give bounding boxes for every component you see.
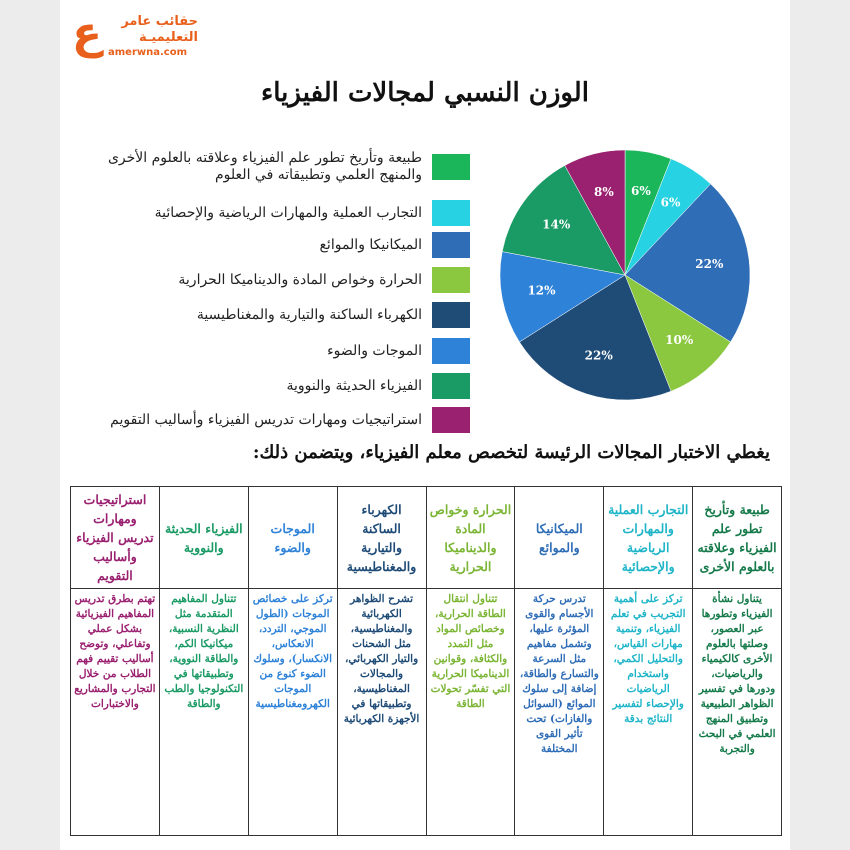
legend-item: الموجات والضوء <box>70 336 470 366</box>
logo-site: amerwna.com <box>108 47 188 58</box>
legend-label: طبيعة وتأريخ تطور علم الفيزياء وعلاقته ب… <box>107 150 422 183</box>
body-cell: تركز على أهمية التجريب في تعلم الفيزياء،… <box>603 588 694 836</box>
pie-slice <box>519 274 672 401</box>
legend-swatch <box>432 232 470 258</box>
legend-label: الموجات والضوء <box>327 342 422 359</box>
table-heading: يغطي الاختبار المجالات الرئيسة لتخصص معل… <box>252 442 770 463</box>
data-label: 10% <box>665 333 694 347</box>
body-cell: يتناول نشأة الفيزياء وتطورها عبر العصور،… <box>692 588 782 836</box>
header-cell: الميكانيكا والموائع <box>514 486 605 589</box>
pie-slice <box>499 251 626 343</box>
legend-label: الميكانيكا والموائع <box>319 236 422 253</box>
data-label: 22% <box>585 348 614 362</box>
legend-item: الميكانيكا والموائع <box>70 230 470 260</box>
header-cell: التجارب العملية والمهارات الرياضية والإح… <box>603 486 694 589</box>
legend-label: استراتيجيات ومهارات تدريس الفيزياء وأسال… <box>110 411 422 428</box>
header-cell: الكهرباء الساكنة والتيارية والمغناطيسية <box>336 486 427 589</box>
body-cell: تشرح الظواهر الكهربائية والمغناطيسية، مث… <box>336 588 427 836</box>
data-label: 6% <box>661 196 681 210</box>
legend-label: التجارب العملية والمهارات الرياضية والإح… <box>154 204 422 221</box>
legend-item: الحرارة وخواص المادة والديناميكا الحراري… <box>70 265 470 295</box>
data-label: 8% <box>594 185 614 199</box>
table: طبيعة وتأريخ تطور علم الفيزياء وعلاقته ب… <box>70 486 782 836</box>
pie-slice <box>624 274 731 392</box>
logo-mark: ع <box>72 8 103 59</box>
legend-swatch <box>432 154 470 180</box>
body-row: يتناول نشأة الفيزياء وتطورها عبر العصور،… <box>70 588 782 836</box>
body-cell: تتناول انتقال الطاقة الحرارية، وخصائص ال… <box>425 588 516 836</box>
legend-label: الكهرباء الساكنة والتيارية والمغناطيسية <box>196 306 422 323</box>
legend-label: الحرارة وخواص المادة والديناميكا الحراري… <box>178 271 422 288</box>
chart-title: الوزن النسبي لمجالات الفيزياء <box>261 78 589 108</box>
body-cell: تهتم بطرق تدريس المفاهيم الفيزيائية بشكل… <box>70 588 160 836</box>
legend-swatch <box>432 373 470 399</box>
legend-item: الفيزياء الحديثة والنووية <box>70 371 470 401</box>
body-cell: تركز على خصائص الموجات (الطول الموجي، ال… <box>247 588 338 836</box>
logo: ع حقائب عامر التعليميـة amerwna.com <box>72 12 232 62</box>
logo-text: حقائب عامر <box>121 14 198 29</box>
data-label: 22% <box>695 257 724 271</box>
legend-swatch <box>432 407 470 433</box>
pie-slice <box>624 183 751 343</box>
legend-swatch <box>432 200 470 226</box>
logo-text: التعليميـة <box>139 30 198 45</box>
header-cell: الفيزياء الحديثة والنووية <box>158 486 249 589</box>
body-cell: تتناول المفاهيم المتقدمة مثل النظرية الن… <box>158 588 249 836</box>
header-cell: استراتيجيات ومهارات تدريس الفيزياء وأسال… <box>70 486 160 589</box>
body-cell: تدرس حركة الأجسام والقوى المؤثرة عليها، … <box>514 588 605 836</box>
legend-swatch <box>432 338 470 364</box>
legend-item: التجارب العملية والمهارات الرياضية والإح… <box>70 198 470 228</box>
header-cell: طبيعة وتأريخ تطور علم الفيزياء وعلاقته ب… <box>692 486 782 589</box>
data-label: 6% <box>631 184 651 198</box>
header-cell: الحرارة وخواص المادة والديناميكا الحراري… <box>425 486 516 589</box>
data-label: 12% <box>527 283 556 297</box>
header-cell: الموجات والضوء <box>247 486 338 589</box>
legend-swatch <box>432 267 470 293</box>
legend-swatch <box>432 302 470 328</box>
legend-item: استراتيجيات ومهارات تدريس الفيزياء وأسال… <box>70 405 470 435</box>
pie-slice <box>501 165 626 276</box>
pie-slice <box>564 149 626 276</box>
data-label: 14% <box>542 218 571 232</box>
pie-chart: 6% 6% 22% 10% 22% 12% 14% 8% <box>499 149 751 401</box>
legend-item: طبيعة وتأريخ تطور علم الفيزياء وعلاقته ب… <box>70 150 470 184</box>
legend-item: الكهرباء الساكنة والتيارية والمغناطيسية <box>70 300 470 330</box>
legend-label: الفيزياء الحديثة والنووية <box>286 377 422 394</box>
header-row: طبيعة وتأريخ تطور علم الفيزياء وعلاقته ب… <box>70 486 782 589</box>
